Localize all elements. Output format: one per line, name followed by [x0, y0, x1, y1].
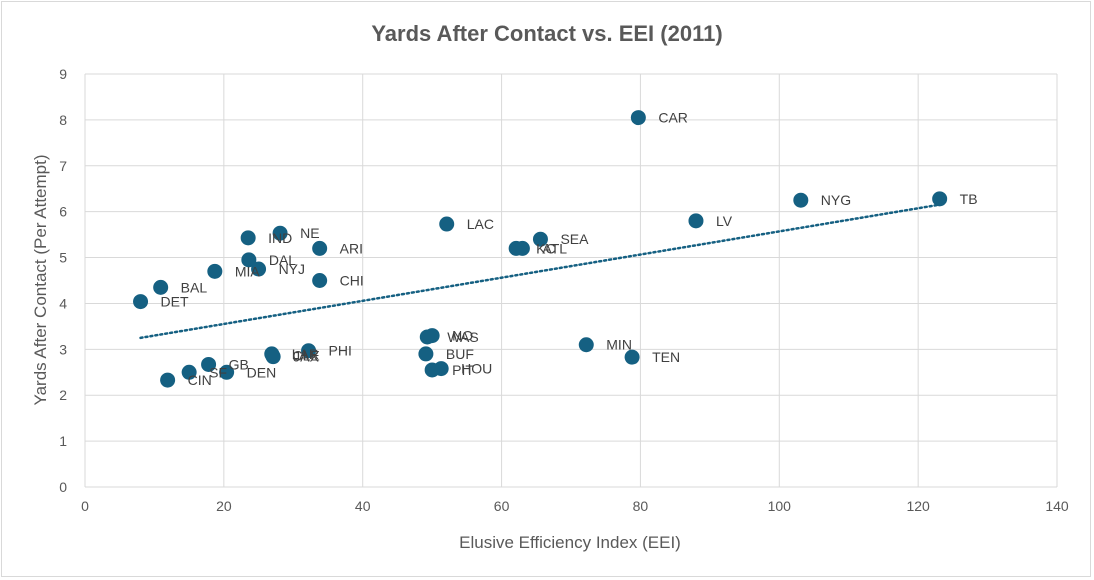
data-point-label: DEN [247, 364, 277, 380]
data-point [265, 349, 281, 365]
data-point-label: CLE [292, 347, 319, 363]
data-point [419, 329, 435, 345]
data-point [251, 261, 267, 277]
data-point [241, 252, 257, 268]
data-point-label: ATL [542, 240, 567, 256]
y-tick-label: 3 [59, 341, 67, 357]
x-tick-label: 0 [81, 498, 89, 514]
data-point-label: CIN [188, 372, 212, 388]
data-point-label: BUF [446, 346, 474, 362]
data-point [688, 213, 704, 229]
y-tick-label: 6 [59, 204, 67, 220]
gridlines [84, 73, 1058, 488]
data-point-label: DET [161, 294, 189, 310]
data-point-label: JAX [293, 349, 319, 365]
data-point-label: PHI [329, 343, 352, 359]
data-point-label: NO [452, 328, 473, 344]
data-points [133, 110, 948, 388]
x-axis-title: Elusive Efficiency Index (EEI) [459, 533, 681, 552]
y-tick-label: 5 [59, 250, 67, 266]
data-point-label: CHI [340, 273, 364, 289]
data-point [439, 216, 455, 232]
data-point-label: DAL [269, 252, 296, 268]
data-point [630, 110, 646, 126]
data-point-label: LAR [292, 346, 319, 362]
data-point [312, 273, 328, 288]
axes: 0 20 40 60 80 100 120 140 0 1 2 3 4 5 6 7 8 9 [59, 66, 1069, 514]
y-tick-label: 7 [59, 158, 67, 174]
data-point [532, 231, 548, 247]
data-point-label: IND [268, 230, 292, 246]
y-tick-label: 8 [59, 112, 67, 128]
data-point-label: HOU [461, 361, 492, 377]
data-point [793, 192, 809, 208]
chart-title: Yards After Contact vs. EEI (2011) [371, 21, 722, 46]
x-tick-label: 100 [768, 498, 792, 514]
data-point-label: LAC [467, 216, 494, 232]
data-point-label: MIN [606, 337, 632, 353]
data-point [932, 191, 948, 207]
data-point [312, 240, 328, 256]
data-point [418, 346, 434, 362]
x-tick-label: 140 [1045, 498, 1069, 514]
data-point [219, 364, 235, 380]
y-tick-label: 1 [59, 433, 67, 449]
data-point-label: TB [960, 191, 978, 207]
data-point [301, 343, 317, 359]
y-tick-label: 2 [59, 387, 67, 403]
x-tick-label: 60 [494, 498, 510, 514]
data-point [201, 356, 217, 372]
data-point-label: SF [209, 364, 227, 380]
y-tick-label: 9 [59, 66, 67, 82]
data-point-label: GB [229, 356, 249, 372]
data-point-label: ARI [340, 240, 363, 256]
data-point [424, 362, 440, 378]
data-point [578, 337, 594, 353]
data-point [240, 230, 256, 246]
data-point [160, 372, 176, 388]
data-point-label: NYG [821, 192, 851, 208]
data-point-label: MIA [235, 263, 261, 279]
data-point [153, 279, 169, 295]
data-point [133, 294, 149, 310]
data-point [272, 225, 288, 241]
y-tick-label: 4 [59, 295, 67, 311]
data-point-label: WAS [447, 329, 478, 345]
data-point-label: KC [536, 240, 555, 256]
data-point-label: CAR [658, 110, 688, 126]
y-axis-title: Yards After Contact (Per Attempt) [31, 154, 50, 405]
data-point-label: PIT [452, 362, 474, 378]
trendline-layer [139, 203, 941, 340]
data-point-label: NYJ [279, 261, 305, 277]
data-point [181, 364, 197, 380]
trendline [139, 203, 941, 340]
data-point-label: SEA [560, 231, 589, 247]
data-point-label: TEN [652, 349, 680, 365]
data-point [514, 240, 530, 256]
data-point-label: BAL [181, 279, 208, 295]
x-tick-label: 40 [355, 498, 371, 514]
x-tick-label: 120 [906, 498, 930, 514]
data-point [207, 263, 223, 279]
data-point-label: LV [716, 213, 733, 229]
x-tick-label: 80 [633, 498, 649, 514]
y-tick-label: 0 [59, 479, 67, 495]
x-tick-label: 20 [216, 498, 232, 514]
data-point-label: NE [300, 225, 319, 241]
data-point [624, 349, 640, 365]
